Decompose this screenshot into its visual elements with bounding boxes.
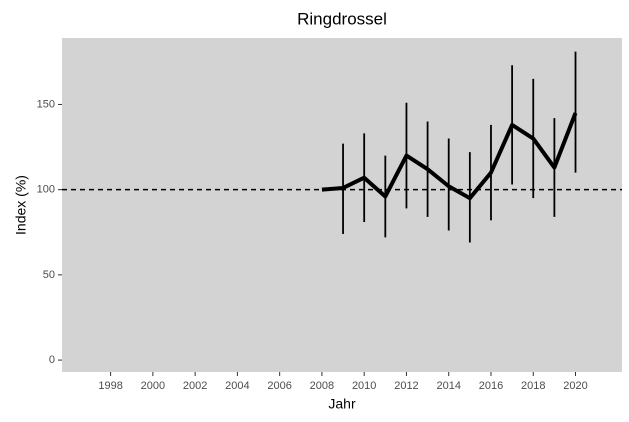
x-tick-label: 2020 — [563, 380, 587, 392]
x-tick-label: 2002 — [183, 380, 207, 392]
y-tick-label: 50 — [43, 269, 55, 281]
x-tick-label: 2006 — [267, 380, 291, 392]
y-axis-label: Index (%) — [13, 175, 29, 235]
x-tick-label: 2004 — [225, 380, 249, 392]
x-tick-label: 1998 — [98, 380, 122, 392]
data-line — [321, 112, 578, 201]
y-tick-label: 100 — [37, 184, 55, 196]
y-tick-label: 0 — [49, 354, 55, 366]
x-tick-label: 2010 — [352, 380, 376, 392]
x-tick-label: 2018 — [521, 380, 545, 392]
y-tick-label: 150 — [37, 98, 55, 110]
x-tick-label: 2016 — [479, 380, 503, 392]
x-tick-label: 2008 — [310, 380, 334, 392]
x-axis-label: Jahr — [328, 396, 356, 412]
chart-title: Ringdrossel — [297, 9, 387, 28]
x-tick-label: 2014 — [436, 380, 460, 392]
x-tick-label: 2000 — [141, 380, 165, 392]
x-tick-label: 2012 — [394, 380, 418, 392]
plot-panel — [62, 38, 622, 372]
